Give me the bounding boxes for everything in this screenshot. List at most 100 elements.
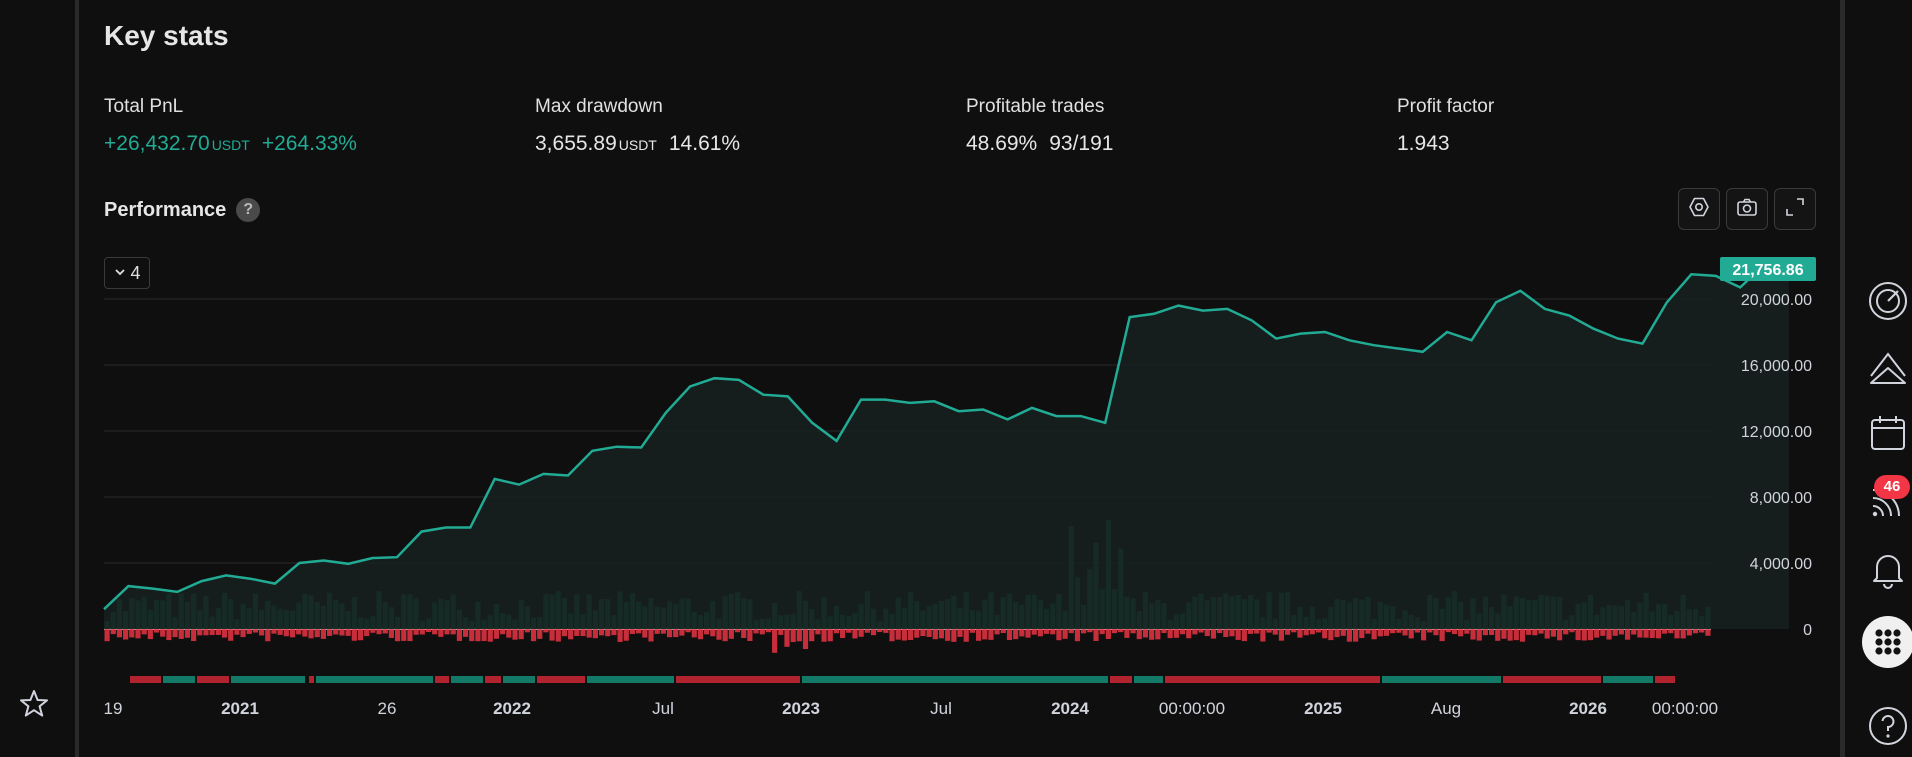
pnl-bar-negative <box>1526 629 1532 635</box>
star-icon[interactable] <box>18 688 50 720</box>
pnl-bar-negative <box>1637 629 1643 638</box>
pnl-bar-negative <box>1427 629 1433 633</box>
pnl-bar-negative <box>1309 629 1315 635</box>
pnl-bar-negative <box>1278 629 1285 641</box>
regime-segment <box>197 676 229 683</box>
pnl-bar-negative <box>685 629 691 633</box>
pnl-bar-negative <box>1346 629 1353 642</box>
pnl-bar-negative <box>1173 629 1179 638</box>
pnl-bar-negative <box>629 629 636 634</box>
pnl-bar-negative <box>1390 629 1396 634</box>
pnl-bar-negative <box>364 629 370 637</box>
pnl-bar-negative <box>574 629 580 636</box>
pnl-bar-negative <box>568 629 574 640</box>
pnl-bar-negative <box>184 629 191 638</box>
pnl-bar-negative <box>666 629 673 638</box>
help-icon[interactable] <box>1865 703 1911 749</box>
pnl-bar-negative <box>265 629 271 642</box>
pnl-bar-negative <box>759 629 765 635</box>
x-tick-label: 2024 <box>1051 699 1089 718</box>
pnl-bar-negative <box>846 629 852 633</box>
pnl-bar-negative <box>1519 629 1526 642</box>
pnl-bar-negative <box>1266 629 1272 633</box>
chart-upload-icon[interactable] <box>1865 344 1911 390</box>
pnl-bar-negative <box>296 629 302 635</box>
pnl-bar-negative <box>1167 629 1173 639</box>
fullscreen-button[interactable] <box>1774 188 1816 230</box>
pnl-bar-negative <box>289 629 296 638</box>
pnl-bar-negative <box>1124 629 1130 638</box>
regime-segment <box>1655 676 1675 683</box>
fullscreen-icon <box>1783 195 1807 224</box>
pnl-bar-negative <box>1488 629 1495 635</box>
pnl-bar-negative <box>784 629 790 647</box>
pnl-bar-negative <box>1408 629 1414 639</box>
pnl-bar-negative <box>197 629 203 636</box>
pnl-bar-negative <box>1451 629 1458 635</box>
regime-segment <box>802 676 1108 683</box>
stat-label: Max drawdown <box>535 96 663 117</box>
pnl-bar-negative <box>141 629 147 635</box>
equity-area <box>104 264 1789 629</box>
performance-chart[interactable]: 20,000.00 16,000.00 12,000.00 8,000.00 4,000… <box>79 0 1840 757</box>
pnl-bar-negative <box>858 629 864 637</box>
pnl-bar-negative <box>1142 629 1149 638</box>
x-tick-label: Jul <box>652 699 674 718</box>
regime-segment <box>130 676 161 683</box>
pnl-bar-negative <box>438 629 444 637</box>
chart-range-dropdown[interactable]: 4 <box>104 257 150 289</box>
pnl-bar-negative <box>518 629 524 640</box>
calendar-icon[interactable] <box>1865 410 1911 456</box>
pnl-bar-negative <box>877 629 883 633</box>
pnl-bar-negative <box>815 629 821 635</box>
pnl-bar-negative <box>357 629 364 641</box>
pnl-bar-negative <box>932 629 938 640</box>
pnl-bar-negative <box>1093 629 1099 641</box>
apps-icon[interactable] <box>1862 616 1912 668</box>
snapshot-button[interactable] <box>1726 188 1768 230</box>
pnl-bar-negative <box>1544 629 1550 639</box>
pnl-bar-negative <box>1513 629 1519 641</box>
pnl-bar-negative <box>512 629 518 640</box>
current-value-tag <box>1720 257 1816 282</box>
pnl-bar-negative <box>1272 629 1278 635</box>
pnl-bar-negative <box>370 629 376 633</box>
regime-segment <box>1603 676 1653 683</box>
help-icon[interactable]: ? <box>236 198 261 222</box>
pnl-bar-negative <box>864 629 870 633</box>
pnl-bar-negative <box>969 629 975 633</box>
x-tick-label: 2021 <box>221 699 259 718</box>
pnl-bar-negative <box>178 629 184 639</box>
regime-segment <box>587 676 674 683</box>
regime-segment <box>163 676 195 683</box>
panel-divider <box>1840 0 1845 757</box>
pnl-bar-negative <box>920 629 926 637</box>
pnl-bar-negative <box>1482 629 1488 636</box>
bell-icon[interactable] <box>1865 546 1911 592</box>
pnl-bar-negative <box>679 629 685 636</box>
pnl-bar-negative <box>1383 629 1390 636</box>
x-tick-label: Aug <box>1431 699 1461 718</box>
pnl-bar-negative <box>1439 629 1445 642</box>
pnl-bar-negative <box>1037 629 1043 637</box>
pnl-bar-negative <box>1686 629 1692 636</box>
pnl-bar-negative <box>938 629 945 639</box>
stat-value: 48.69% 93/191 <box>966 132 1114 155</box>
pnl-bar-negative <box>790 629 796 643</box>
pnl-bar-negative <box>753 629 759 634</box>
pnl-bar-negative <box>394 629 401 642</box>
pnl-bar-negative <box>1254 629 1260 634</box>
pnl-bar-negative <box>413 629 419 635</box>
pnl-bar-negative <box>549 629 555 641</box>
pnl-bar-negative <box>691 629 697 638</box>
pnl-bar-negative <box>1006 629 1013 641</box>
regime-segment <box>1503 676 1601 683</box>
pnl-bar-negative <box>623 629 629 641</box>
pnl-bar-negative <box>401 629 407 641</box>
pnl-bar-negative <box>765 629 772 633</box>
pnl-bar-negative <box>1229 629 1235 637</box>
gauge-icon[interactable] <box>1865 278 1911 324</box>
pnl-bar-negative <box>1179 629 1186 635</box>
pnl-bar-negative <box>524 629 530 633</box>
chart-settings-button[interactable] <box>1678 188 1720 230</box>
